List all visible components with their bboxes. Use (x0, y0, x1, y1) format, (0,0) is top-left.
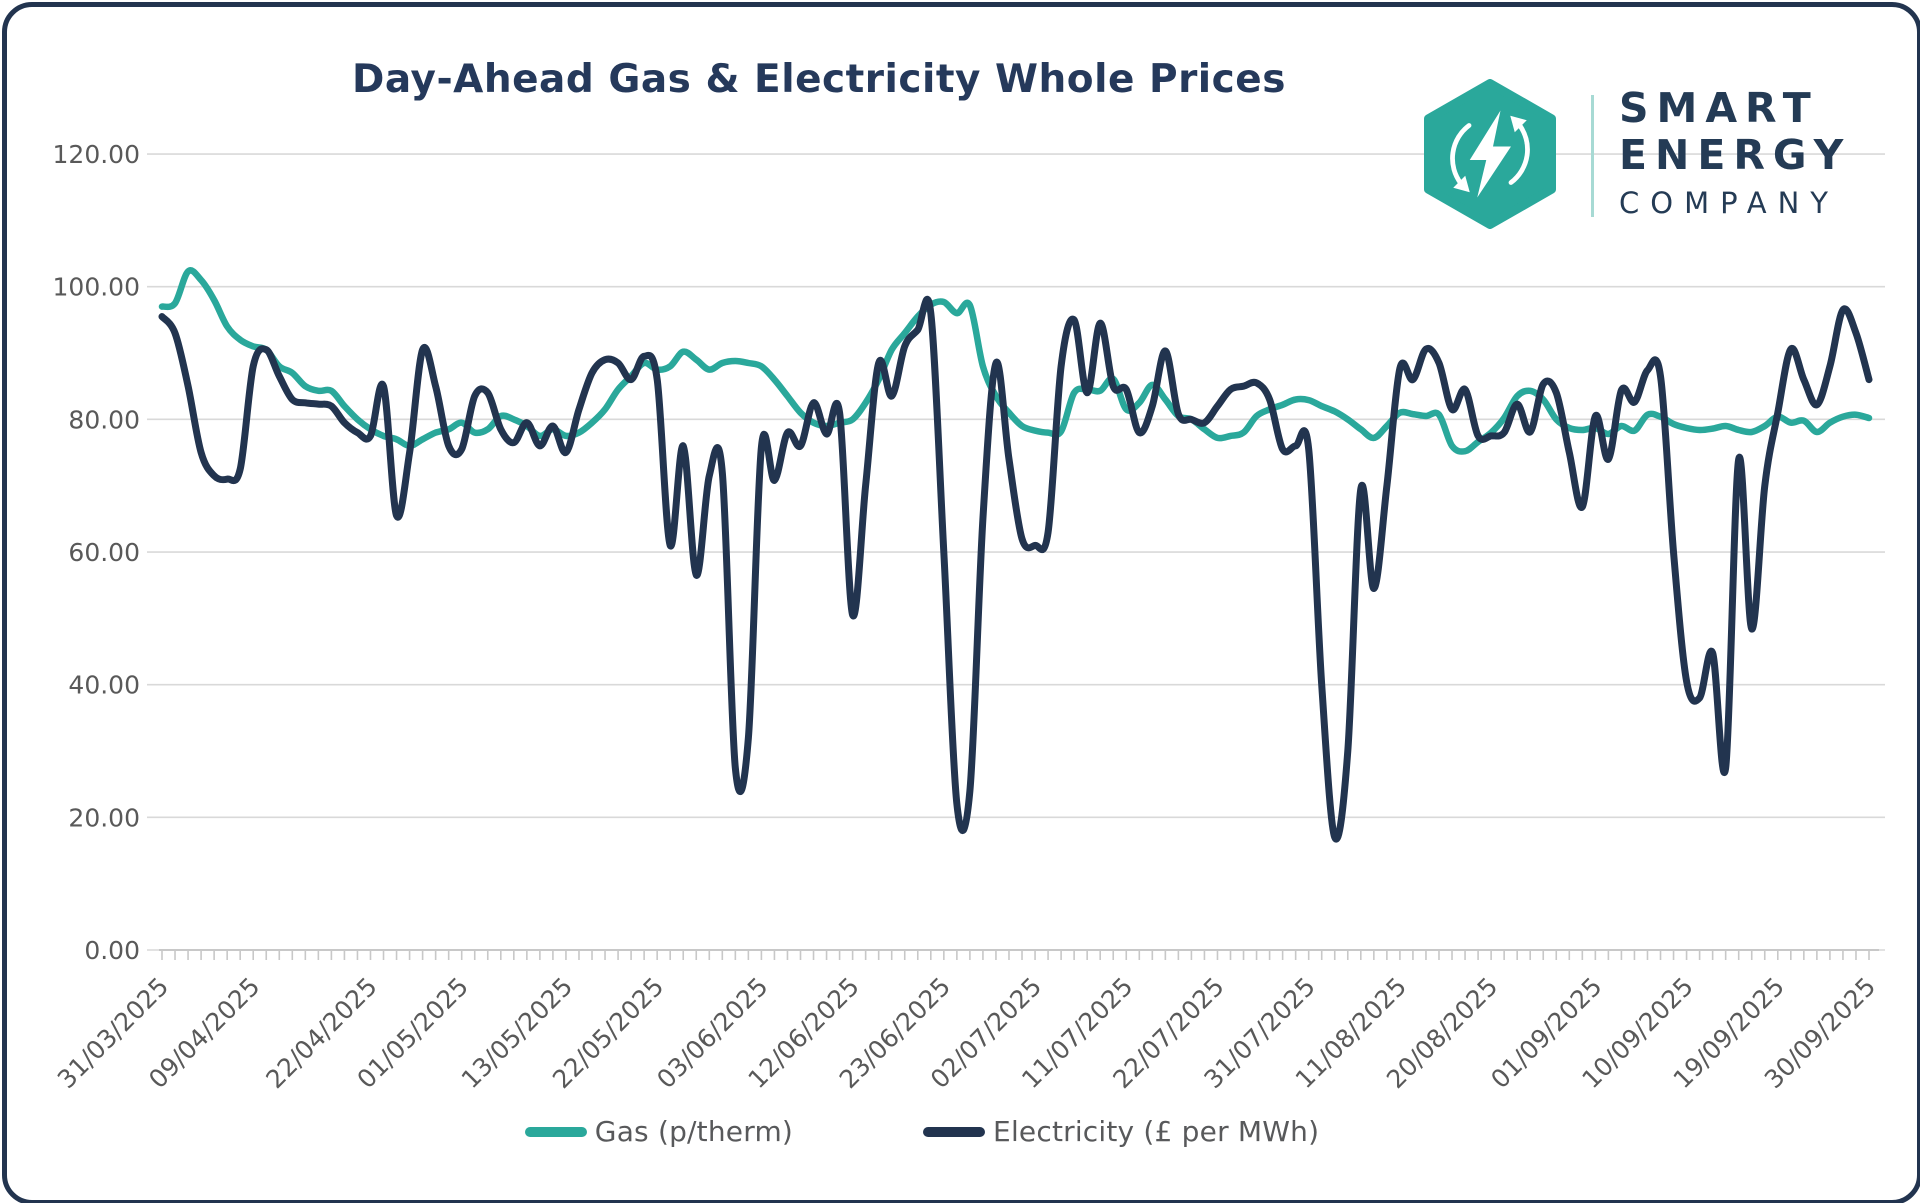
logo-word-energy: ENERGY (1619, 131, 1852, 179)
legend-label: Electricity (£ per MWh) (993, 1115, 1320, 1148)
y-axis-label: 40.00 (68, 671, 140, 700)
legend-item-electricity: Electricity (£ per MWh) (923, 1115, 1319, 1148)
y-axis-label: 60.00 (68, 538, 140, 567)
hexagon-lightning-icon (1424, 79, 1556, 229)
electricity-price-line (158, 295, 1873, 843)
chart-legend: Gas (p/therm) Electricity (£ per MWh) (0, 1115, 1877, 1148)
logo-word-company: COMPANY (1619, 186, 1839, 220)
y-axis-label: 100.00 (53, 273, 140, 302)
logo-text: SMART ENERGY COMPANY (1619, 85, 1851, 225)
y-axis-label: 120.00 (53, 140, 140, 169)
legend-swatch (923, 1126, 986, 1137)
y-axis-label: 20.00 (68, 803, 140, 832)
legend-label: Gas (p/therm) (594, 1115, 794, 1148)
price-line-chart: 0.0020.0040.0060.0080.00100.00120.0031/0… (52, 140, 1885, 1094)
legend-swatch (524, 1126, 587, 1137)
smart-energy-logo: SMART ENERGY COMPANY (1415, 79, 1843, 229)
logo-divider (1591, 95, 1594, 217)
chart-title: Day-Ahead Gas & Electricity Whole Prices (352, 57, 1286, 102)
legend-item-gas: Gas (p/therm) (524, 1115, 794, 1148)
y-axis-label: 80.00 (68, 405, 140, 434)
y-axis-label: 0.00 (84, 936, 140, 965)
logo-word-smart: SMART (1619, 84, 1819, 132)
